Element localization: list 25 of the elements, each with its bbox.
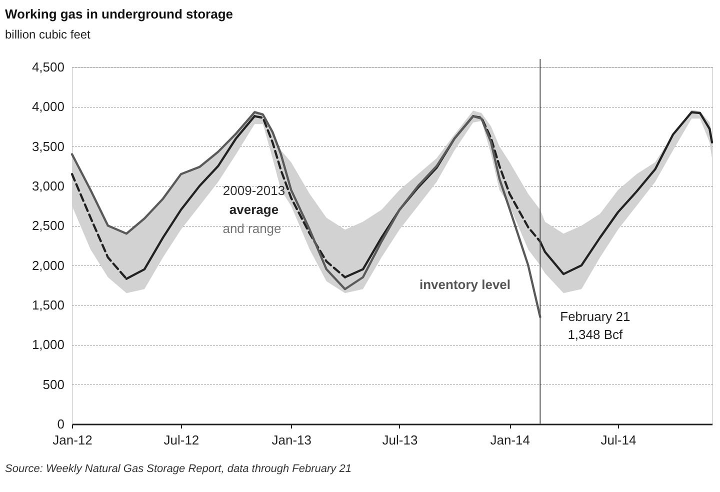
y-tick-label: 2,500: [32, 218, 64, 234]
chart-subtitle: billion cubic feet: [5, 28, 92, 42]
x-tick-label: Jan-13: [272, 432, 312, 448]
y-tick-label: 3,000: [32, 178, 64, 194]
y-tick-label: 4,500: [32, 60, 64, 74]
annotation: 1,348 Bcf: [568, 327, 624, 342]
ref-line-label: February 21: [560, 309, 630, 324]
y-tick-label: 3,500: [32, 138, 64, 154]
annotation: average: [229, 202, 279, 217]
annotation: 2009-2013: [222, 183, 286, 198]
x-tick-label: Jul-14: [600, 432, 636, 448]
y-tick-label: 0: [57, 416, 64, 432]
x-tick-label: Jul-13: [382, 432, 418, 448]
y-tick-label: 1,500: [32, 298, 64, 312]
x-tick-label: Jan-12: [52, 432, 92, 448]
x-tick-label: Jul-12: [164, 432, 200, 448]
annotation: inventory level: [419, 277, 511, 292]
y-tick-label: 1,000: [32, 337, 64, 352]
x-tick-label: Jan-14: [490, 432, 530, 448]
y-tick-label: 4,000: [32, 99, 64, 114]
chart-title: Working gas in underground storage: [5, 6, 233, 22]
y-tick-label: 500: [42, 376, 64, 392]
y-tick-label: 2,000: [32, 258, 64, 273]
annotation: and range: [222, 221, 282, 236]
source-note: Source: Weekly Natural Gas Storage Report, data through February 21: [5, 463, 352, 475]
